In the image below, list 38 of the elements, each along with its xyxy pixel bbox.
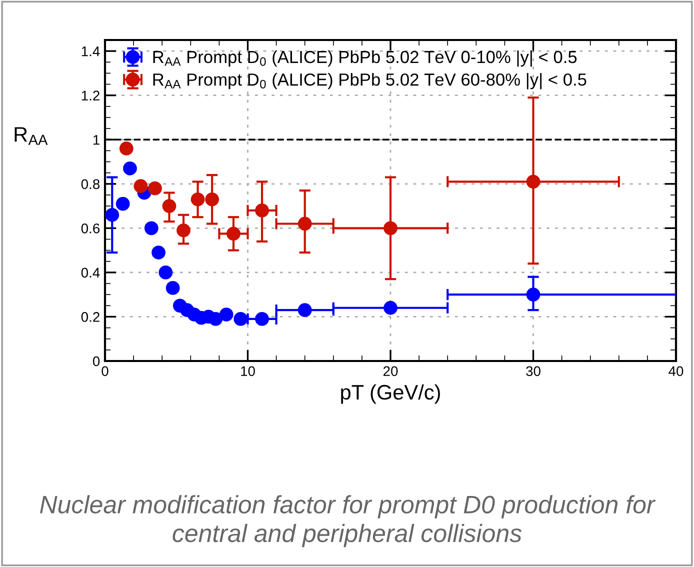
legend-label: R$_{AA}$ Prompt D$_{0}$ (ALICE) PbPb 5.02 TeV 0-10% |y| < 0.5 bbox=[153, 50, 577, 67]
point bbox=[298, 303, 312, 318]
x-axis-title: pT (GeV/c) bbox=[341, 384, 440, 404]
point bbox=[158, 266, 173, 280]
y-tick-label: 0.6 bbox=[81, 224, 100, 234]
point bbox=[298, 216, 312, 231]
point bbox=[166, 281, 180, 295]
legend-label: R$_{AA}$ Prompt D$_{0}$ (ALICE) PbPb 5.02 TeV 60-80% |y| < 0.5 bbox=[153, 72, 586, 90]
point bbox=[176, 223, 190, 238]
y-tick-label: 1.4 bbox=[82, 46, 100, 56]
y-tick-label: 0.2 bbox=[81, 312, 100, 322]
point bbox=[162, 199, 176, 213]
point bbox=[255, 204, 269, 218]
point bbox=[144, 221, 158, 236]
y-tick-label: 0.8 bbox=[81, 179, 100, 190]
point bbox=[105, 208, 120, 222]
text: Nuclear modification factor for prompt D0 production for central and peripheral collisions bbox=[40, 495, 656, 548]
y-tick-label: 0.4 bbox=[81, 268, 100, 278]
x-tick-label: 0 bbox=[102, 366, 108, 376]
x-tick-label: 20 bbox=[383, 366, 398, 376]
y-tick-label: 1.2 bbox=[82, 90, 100, 100]
point bbox=[134, 179, 148, 194]
y-axis-title: R$_{AA}$ bbox=[14, 127, 48, 145]
point bbox=[384, 221, 398, 236]
x-tick-label: 30 bbox=[526, 366, 540, 376]
y-tick-label: 1 bbox=[93, 135, 100, 145]
point bbox=[205, 192, 220, 206]
point bbox=[116, 196, 130, 211]
x-tick-label: 10 bbox=[241, 366, 255, 376]
point bbox=[384, 300, 398, 315]
x-tick-label: 40 bbox=[668, 366, 684, 376]
point bbox=[526, 174, 540, 189]
point bbox=[190, 192, 205, 206]
point bbox=[226, 226, 240, 241]
point bbox=[148, 181, 162, 196]
y-tick-label: 0 bbox=[92, 356, 100, 366]
point bbox=[255, 312, 269, 326]
point bbox=[526, 288, 540, 302]
